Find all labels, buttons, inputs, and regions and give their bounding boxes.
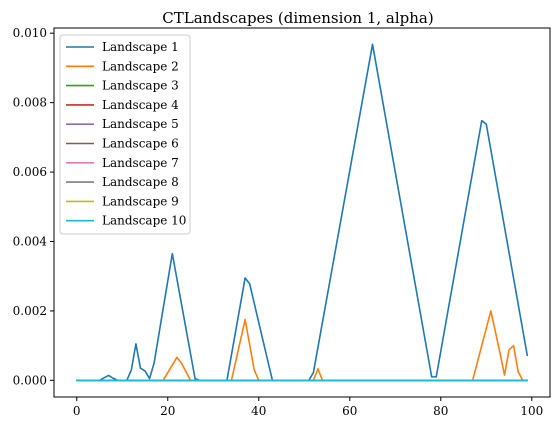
y-tick-label: 0.004 — [13, 234, 48, 248]
legend-label-landscape-10: Landscape 10 — [102, 214, 186, 228]
y-tick-label: 0.002 — [13, 304, 47, 318]
y-tick-label: 0.010 — [13, 26, 47, 40]
x-axis: 0 20 40 60 80 100 — [73, 397, 543, 418]
legend-label-landscape-7: Landscape 7 — [102, 156, 179, 170]
x-tick-label: 40 — [251, 404, 266, 418]
legend-label-landscape-3: Landscape 3 — [102, 79, 179, 93]
y-tick-label: 0.008 — [13, 96, 47, 110]
legend-label-landscape-9: Landscape 9 — [102, 194, 179, 208]
series-line-landscape-2 — [75, 310, 529, 382]
x-tick-label: 0 — [73, 404, 81, 418]
legend-label-landscape-2: Landscape 2 — [102, 59, 179, 73]
legend: Landscape 1 Landscape 2 Landscape 3 Landsca… — [59, 34, 191, 235]
plot-frame — [53, 27, 551, 398]
legend-label-landscape-1: Landscape 1 — [102, 40, 179, 54]
y-axis: 0.000 0.002 0.004 0.006 0.008 0.010 — [13, 26, 54, 387]
legend-box — [59, 34, 191, 235]
series-layer — [75, 43, 529, 382]
x-tick-label: 80 — [433, 404, 448, 418]
legend-label-landscape-4: Landscape 4 — [102, 98, 179, 112]
x-tick-label: 100 — [520, 404, 543, 418]
y-tick-label: 0.000 — [13, 373, 47, 387]
x-tick-label: 20 — [160, 404, 175, 418]
legend-label-landscape-8: Landscape 8 — [102, 175, 179, 189]
chart-title: CTLandscapes (dimension 1, alpha) — [162, 9, 433, 27]
x-tick-label: 60 — [342, 404, 357, 418]
legend-label-landscape-6: Landscape 6 — [102, 137, 179, 151]
y-tick-label: 0.006 — [13, 165, 47, 179]
legend-label-landscape-5: Landscape 5 — [102, 117, 179, 131]
